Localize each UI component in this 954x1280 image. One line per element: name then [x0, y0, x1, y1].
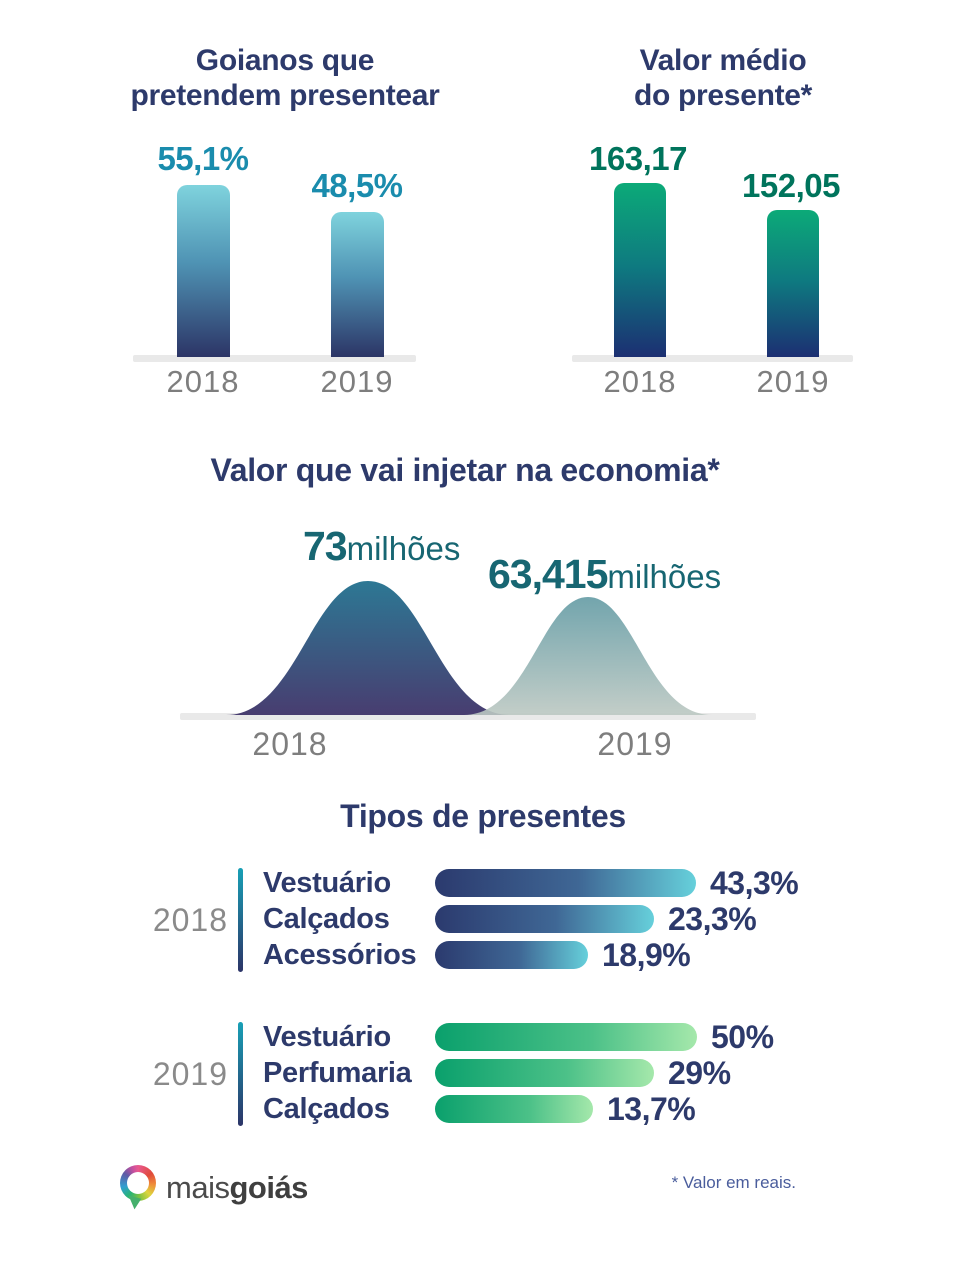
tipos-value: 43,3%: [710, 864, 799, 901]
chart-pretendem-value-2019: 48,5%: [311, 167, 403, 204]
tipos-row-2018-calcados: Calçados 23,3%: [263, 901, 757, 937]
economia-value-2019-number: 63,415: [488, 551, 608, 597]
chart-economia-value-2019: 63,415 milhões: [488, 551, 721, 598]
chart-valor-medio-bar-2019: [767, 210, 819, 357]
tipos-value: 50%: [711, 1018, 774, 1055]
chart-pretendem-year-2019: 2019: [320, 364, 394, 399]
tipos-label: Calçados: [263, 1092, 390, 1125]
logo-text-goias: goiás: [229, 1170, 308, 1205]
tipos-value: 13,7%: [607, 1090, 696, 1127]
chart-valor-medio-year-2019: 2019: [756, 364, 830, 399]
economia-value-2018-number: 73: [303, 523, 348, 569]
tipos-accent-bar-2018: [238, 868, 243, 972]
chart-valor-medio-title-line1: Valor médio: [639, 44, 807, 77]
chart-valor-medio-title-line2: do presente*: [633, 78, 813, 112]
chart-valor-medio-value-2019: 152,05: [742, 167, 840, 204]
chart-economia-value-2018: 73 milhões: [303, 523, 460, 570]
tipos-row-2018-acessorios: Acessórios 18,9%: [263, 937, 691, 973]
maisgoias-logo-icon: [120, 1165, 156, 1201]
tipos-label: Calçados: [263, 902, 390, 935]
chart-tipos-title: Tipos de presentes: [340, 798, 626, 834]
tipos-label: Perfumaria: [263, 1056, 412, 1089]
tipos-row-2019-vestuario: Vestuário 50%: [263, 1019, 774, 1055]
tipos-label: Vestuário: [263, 1020, 391, 1053]
tipos-bar: [435, 1095, 593, 1123]
tipos-value: 23,3%: [668, 900, 757, 937]
chart-valor-medio-bar-2018: [614, 183, 666, 357]
tipos-row-2019-calcados: Calçados 13,7%: [263, 1091, 696, 1127]
tipos-bar: [435, 1023, 697, 1051]
tipos-bar: [435, 905, 654, 933]
tipos-bar: [435, 869, 696, 897]
chart-valor-medio-title: Valor médio do presente*: [523, 44, 923, 113]
maisgoias-logo-tail: [125, 1195, 142, 1211]
tipos-label: Acessórios: [263, 938, 417, 971]
chart-pretendem-baseline: [133, 355, 416, 362]
maisgoias-logo-text: maisgoiás: [166, 1170, 308, 1206]
footnote-valor-em-reais: * Valor em reais.: [671, 1173, 796, 1192]
chart-economia-year-2019: 2019: [597, 726, 673, 762]
tipos-label: Vestuário: [263, 866, 391, 899]
tipos-accent-bar-2019: [238, 1022, 243, 1126]
economia-value-2018-suffix: milhões: [346, 530, 461, 567]
tipos-bar: [435, 1059, 654, 1087]
chart-pretendem-title-line2: pretendem presentear: [130, 78, 440, 112]
bell-curve-2019: [464, 597, 712, 715]
chart-pretendem-title: Goianos que pretendem presentear: [85, 44, 485, 113]
chart-valor-medio-value-2018: 163,17: [589, 140, 687, 177]
chart-pretendem-title-line1: Goianos que: [195, 44, 375, 77]
logo-text-mais: mais: [166, 1170, 230, 1205]
tipos-row-2018-vestuario: Vestuário 43,3%: [263, 865, 799, 901]
tipos-row-2019-perfumaria: Perfumaria 29%: [263, 1055, 731, 1091]
tipos-bar: [435, 941, 588, 969]
chart-economia-title: Valor que vai injetar na economia*: [210, 452, 720, 488]
chart-economia-baseline: [180, 713, 756, 720]
tipos-value: 29%: [668, 1054, 731, 1091]
chart-pretendem-value-2018: 55,1%: [157, 140, 249, 177]
tipos-group-year-2019: 2019: [152, 1056, 228, 1092]
tipos-group-year-2018: 2018: [152, 902, 228, 938]
chart-valor-medio-baseline: [572, 355, 853, 362]
chart-pretendem-year-2018: 2018: [166, 364, 240, 399]
economia-value-2019-suffix: milhões: [607, 558, 722, 595]
chart-economia-year-2018: 2018: [252, 726, 328, 762]
chart-pretendem-bar-2018: [177, 185, 230, 357]
chart-pretendem-bar-2019: [331, 212, 384, 357]
bell-curve-2018: [226, 581, 510, 715]
tipos-value: 18,9%: [602, 936, 691, 973]
chart-valor-medio-year-2018: 2018: [603, 364, 677, 399]
